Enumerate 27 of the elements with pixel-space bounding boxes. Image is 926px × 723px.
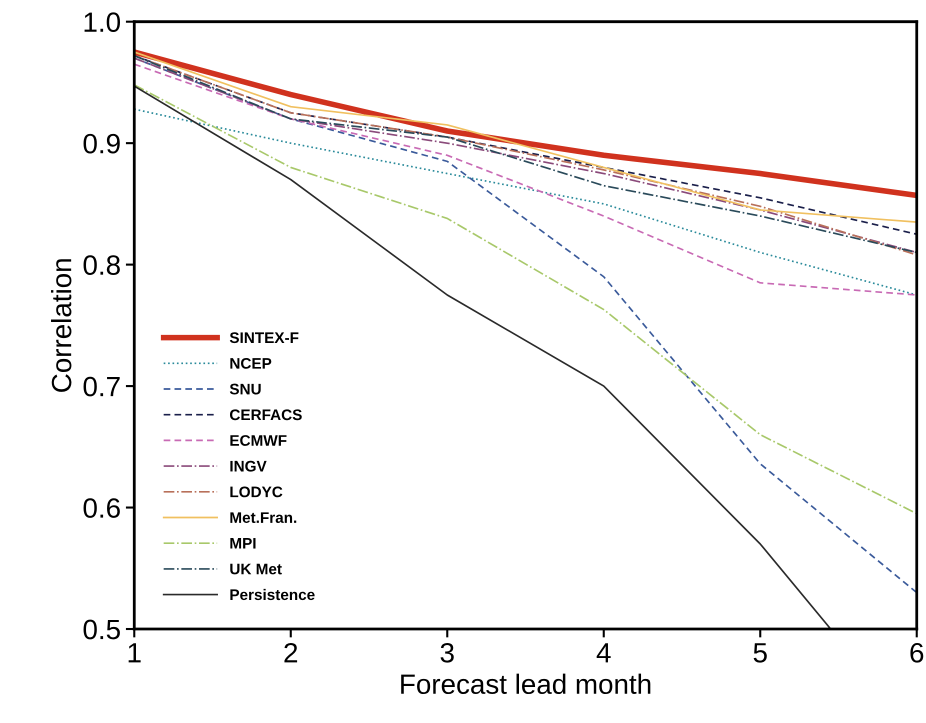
legend-label: NCEP (230, 358, 272, 369)
line-series (134, 63, 917, 296)
legend-label: MPI (230, 538, 256, 549)
legend-label: INGV (230, 460, 267, 472)
x-tick-label: 6 (910, 642, 924, 663)
x-tick-label: 4 (596, 643, 611, 662)
x-tick-label: 3 (440, 642, 454, 663)
x-axis-title: Forecast lead month (401, 674, 650, 694)
legend-label: CERFACS (230, 409, 302, 420)
legend-label: SINTEX-F (230, 332, 298, 344)
x-tick-label: 2 (284, 642, 298, 662)
legend-label: ECMWF (230, 435, 287, 446)
line-series (134, 85, 832, 630)
y-tick-label: 0.9 (84, 134, 120, 154)
legend-label: SNU (230, 384, 261, 394)
y-tick-label: 0.6 (84, 498, 120, 518)
y-tick-label: 0.7 (84, 376, 120, 396)
x-tick-label: 5 (754, 643, 767, 663)
x-tick-label: 1 (128, 643, 141, 662)
legend-label: LODYC (230, 486, 282, 498)
legend-label: Persistence (230, 588, 315, 600)
y-tick-label: 0.5 (84, 620, 120, 640)
y-tick-label: 1.0 (84, 12, 120, 32)
legend-label: Met.Fran. (230, 512, 296, 523)
y-tick-label: 0.8 (84, 255, 120, 275)
legend-label: UK Met (230, 564, 282, 574)
y-axis-title: Correlation (51, 259, 72, 392)
